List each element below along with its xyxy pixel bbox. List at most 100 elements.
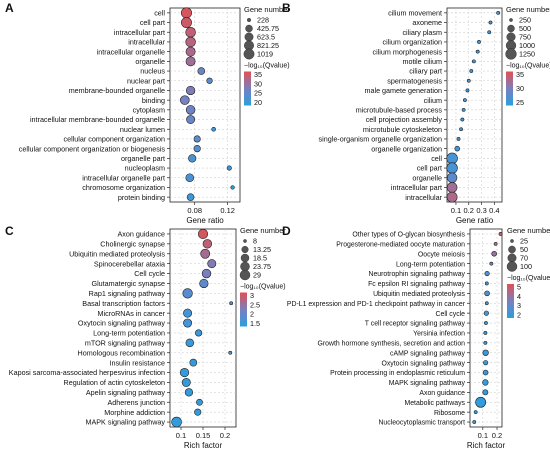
- panel-b-point: [463, 98, 467, 103]
- panel-b-x-tick-label: 0.4: [489, 206, 499, 215]
- panel-d-point: [484, 290, 490, 297]
- panel-d-size-legend-label: 100: [520, 262, 532, 271]
- panel-a-point: [186, 115, 196, 124]
- panel-d-point: [483, 360, 489, 366]
- panel-b-point: [487, 30, 492, 35]
- panel-d-category-label: Yersinia infection: [413, 331, 465, 338]
- panel-c-color-legend-bar: [240, 292, 247, 327]
- panel-a-point: [188, 154, 197, 163]
- panel-c-category-label: Long-term potentiation: [93, 329, 165, 338]
- panel-c-point: [183, 318, 193, 328]
- panel-c-point: [179, 367, 190, 378]
- panel-b-color-legend-title: −log₁₀(Qvalue): [506, 63, 550, 70]
- panel-a-point: [180, 7, 192, 19]
- panel-b-category-label: intracellular: [405, 193, 442, 202]
- panel-b-point: [475, 49, 480, 54]
- panel-d-category-label: Oocyte meiosis: [418, 251, 466, 258]
- panel-a-point: [185, 85, 196, 96]
- panel-a-category-label: intracellular: [128, 38, 165, 47]
- panel-c-category-label: Adherens junction: [107, 398, 165, 407]
- panel-a-point: [181, 17, 192, 29]
- panel-b-point: [466, 78, 471, 83]
- panel-d-size-legend-dot: [506, 261, 518, 272]
- panel-d-category-label: Progesterone-mediated oocyte maturation: [336, 241, 465, 248]
- panel-a-point: [185, 27, 196, 38]
- panel-d-size-legend-dot: [507, 253, 517, 263]
- panel-d-category-label: Oxytocin signaling pathway: [382, 360, 466, 367]
- panel-d-point: [484, 281, 489, 286]
- panel-a-category-label: cellular component organization: [64, 135, 166, 144]
- panel-b-category-label: organelle: [412, 173, 442, 182]
- panel-b-category-label: cilium movement: [388, 8, 442, 17]
- panel-d-size-legend-dot: [510, 239, 514, 243]
- panel-c-color-legend-label: 2: [250, 310, 254, 319]
- panel-c-point: [229, 301, 234, 306]
- panel-c-category-label: Ubiquitin mediated proteolysis: [69, 249, 165, 258]
- panel-b-size-legend-dot: [506, 32, 516, 42]
- panel-a-category-label: organelle: [135, 57, 165, 66]
- panel-a-category-label: nuclear lumen: [120, 125, 165, 134]
- panel-a-category-label: protein binding: [118, 193, 165, 202]
- panel-a-category-label: intracellular membrane-bounded organelle: [30, 115, 165, 124]
- panel-d-point: [472, 420, 477, 424]
- panel-d-category-label: Axon guidance: [419, 390, 465, 397]
- panel-d-point: [498, 232, 503, 236]
- panel-b-point: [496, 10, 501, 15]
- panel-b-color-legend-label: 30: [516, 84, 524, 93]
- panel-d-point: [473, 410, 478, 415]
- panel-b-category-label: ciliary part: [409, 67, 442, 76]
- panel-c-category-label: Cholinergic synapse: [100, 239, 165, 248]
- panel-c-point: [183, 308, 193, 318]
- panel-a-category-label: nucleus: [140, 67, 165, 76]
- panel-c-color-legend-label: 2.5: [250, 300, 260, 309]
- panel-d-point: [482, 379, 489, 386]
- panel-a-size-legend-dot: [246, 18, 251, 23]
- panel-c-category-label: Morphine addiction: [104, 408, 165, 417]
- panel-a-category-label: cellular component organization or bioge…: [19, 144, 166, 153]
- panel-a-point: [185, 105, 196, 115]
- panel-c-x-tick-label: 0.2: [220, 431, 230, 440]
- panel-a-category-label: intracellular part: [114, 28, 165, 37]
- panel-d-size-legend-title: Gene number: [507, 226, 550, 235]
- panel-b-size-legend-label: 500: [519, 24, 531, 33]
- panel-a-category-label: cell: [154, 8, 165, 17]
- panel-d-size-legend-label: 50: [520, 245, 528, 254]
- panel-c-point: [202, 239, 213, 249]
- panel-c-size-legend-dot: [240, 261, 250, 272]
- panel-a-category-label: chromosome organization: [82, 183, 165, 192]
- panel-c-category-label: Cell cycle: [134, 269, 165, 278]
- panel-a-category-label: binding: [142, 96, 165, 105]
- panel-c-category-label: MicroRNAs in cancer: [98, 309, 166, 318]
- panel-c-letter: C: [5, 224, 14, 238]
- panel-d-x-tick-label: 0.2: [492, 431, 502, 440]
- panel-d-point: [484, 301, 489, 306]
- panel-a-size-legend-label: 821.25: [257, 41, 279, 50]
- panel-c-point: [207, 259, 217, 269]
- panel-b-size-legend-label: 750: [519, 33, 531, 42]
- panel-a-size-legend-title: Gene number: [244, 5, 290, 14]
- panel-a-point: [211, 126, 216, 132]
- panel-a-color-legend-title: −log₁₀(Qvalue): [244, 63, 290, 70]
- panel-b-category-label: cilium: [424, 96, 442, 105]
- panel-d-x-tick-label: 0.1: [478, 431, 488, 440]
- panel-c-size-legend-label: 18.5: [253, 254, 267, 263]
- panel-c-category-label: Glutamatergic synapse: [91, 279, 165, 288]
- panel-a-category-label: nucleoplasm: [125, 164, 165, 173]
- panel-a-category-label: organelle part: [121, 154, 165, 163]
- panel-d-letter: D: [282, 224, 291, 238]
- panel-d-category-label: PD-L1 expression and PD-1 checkpoint pat…: [287, 301, 466, 308]
- panel-c-x-tick-label: 0.1: [176, 431, 186, 440]
- panel-b-point: [477, 40, 481, 44]
- panel-d-color-legend-label: 2: [517, 311, 521, 320]
- panel-c-size-legend-label: 13.25: [253, 245, 271, 254]
- panel-a-point: [185, 173, 195, 183]
- panel-a-category-label: nuclear part: [127, 76, 165, 85]
- panel-c-x-tick-label: 0.15: [196, 431, 211, 440]
- panel-d-color-legend-label: 4: [517, 292, 521, 301]
- panel-a-point: [180, 95, 190, 105]
- panel-a-color-legend-label: 35: [254, 70, 262, 79]
- panel-b-letter: B: [282, 1, 291, 15]
- panel-c-size-legend-dot: [240, 253, 250, 263]
- panel-b-category-label: microtubule cytoskeleton: [363, 125, 442, 134]
